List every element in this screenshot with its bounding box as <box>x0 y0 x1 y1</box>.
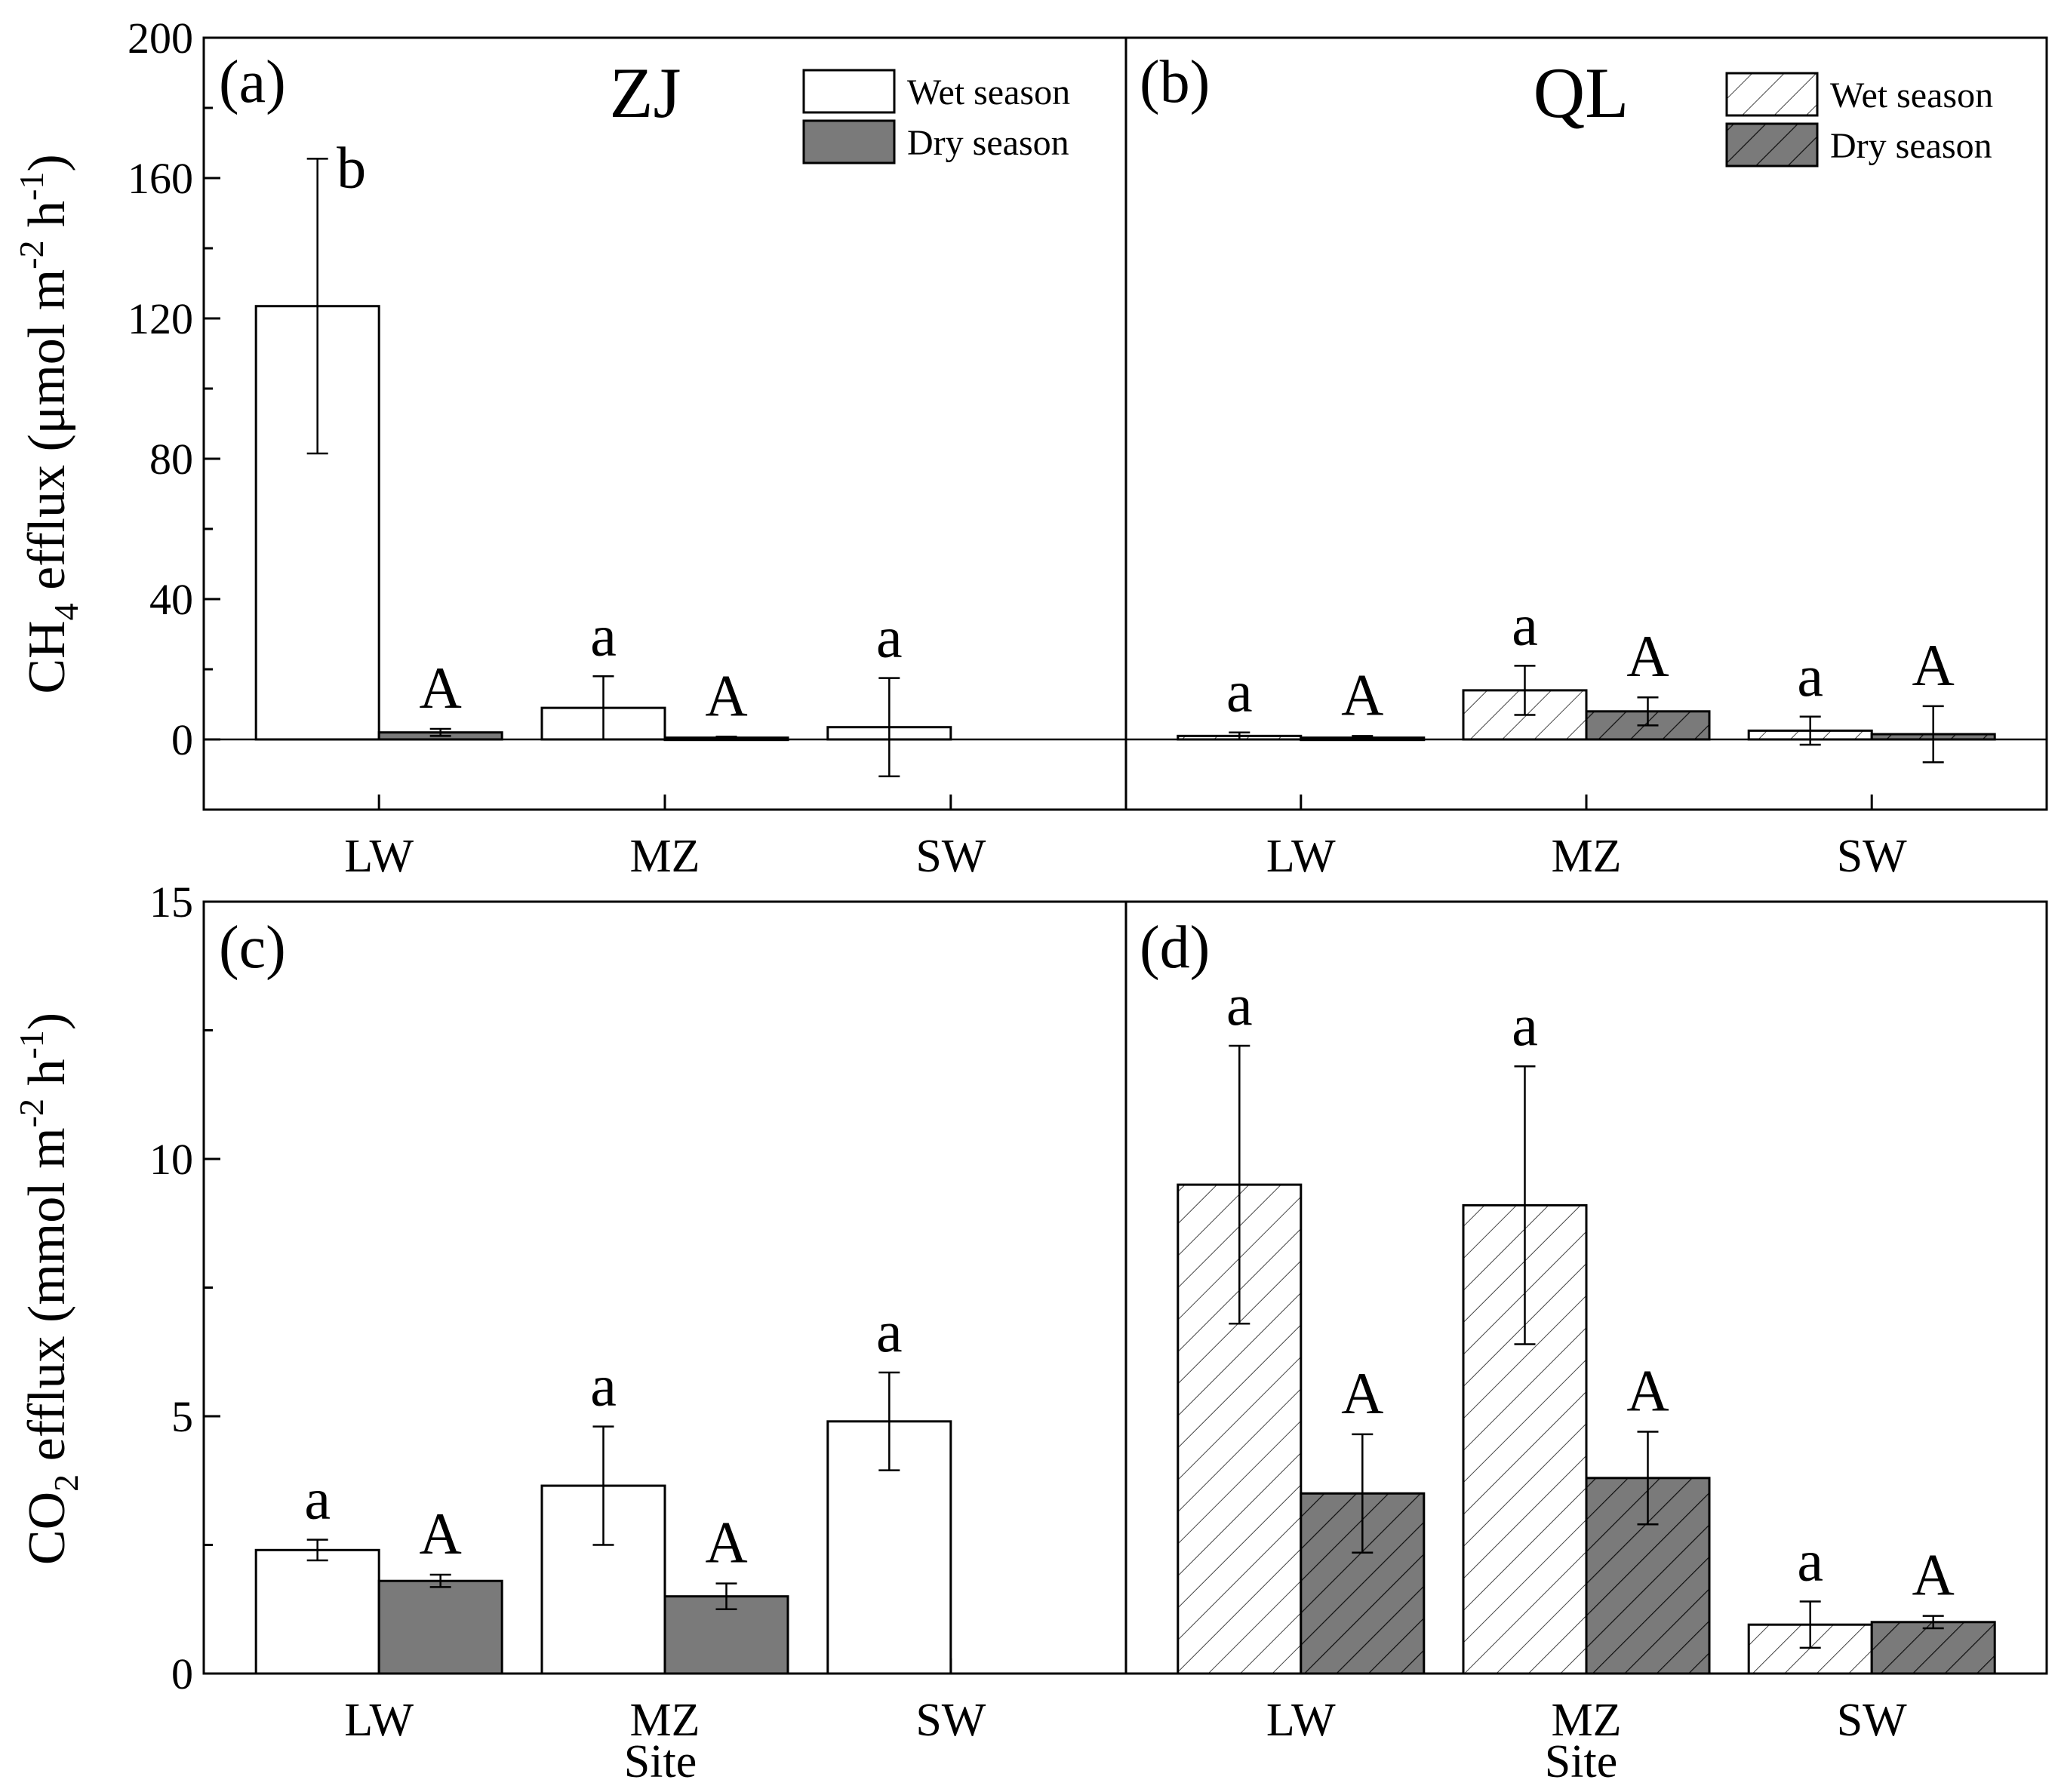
y-tick-label: 200 <box>128 14 193 63</box>
y-tick-label: 10 <box>149 1135 193 1184</box>
legend-swatch-wet <box>802 69 896 114</box>
legend-label-wet: Wet season <box>907 72 1070 112</box>
y-tick-label: 80 <box>149 435 193 484</box>
significance-letter: A <box>1912 1542 1955 1608</box>
y-tick-label: 40 <box>149 575 193 624</box>
legend: Wet season Dry season <box>802 69 1070 164</box>
bars: LW a A MZ a A SW a A <box>1177 972 1996 1746</box>
significance-letter: a <box>304 1466 331 1532</box>
significance-letter: b <box>337 134 366 200</box>
panel-a: 0 40 80 120 160 200 LW b A MZ a A SW a (a) ZJ Wet se… <box>12 14 1127 882</box>
bar-dry-season <box>1870 1621 1996 1675</box>
x-tick-label: LW <box>1266 831 1336 882</box>
legend-swatch-dry <box>802 119 896 164</box>
x-tick-label: MZ <box>1552 831 1622 882</box>
x-tick-label: SW <box>1837 1695 1907 1746</box>
x-tick-label: LW <box>344 1695 414 1746</box>
bar-dry-season <box>377 1579 503 1675</box>
significance-letter: a <box>1797 1528 1823 1594</box>
significance-letter: a <box>876 1299 903 1364</box>
x-tick-label: MZ <box>630 1695 700 1746</box>
y-tick-label: 0 <box>171 1649 193 1698</box>
significance-letter: a <box>1226 659 1253 724</box>
panel-title: QL <box>1534 53 1629 133</box>
significance-letter: A <box>1341 1360 1383 1426</box>
panel-d: LW a A MZ a A SW a A (d) Site <box>1124 900 2048 1787</box>
significance-letter: a <box>1226 972 1253 1037</box>
significance-letter: a <box>590 1353 617 1419</box>
y-axis-label: CO2 efflux (mmol m-2 h-1) <box>12 1013 85 1565</box>
panel-label: (a) <box>219 49 286 115</box>
significance-letter: a <box>1512 592 1538 657</box>
panel-title: ZJ <box>610 53 681 133</box>
x-axis-label: Site <box>624 1736 697 1787</box>
panel-c: 0 5 10 15 LW a A MZ a A SW a (c) Site CO2 efflux (… <box>12 878 1127 1787</box>
x-tick-label: MZ <box>630 831 700 882</box>
y-axis-label: CH4 efflux (μmol m-2 h-1) <box>12 154 85 693</box>
x-tick-label: MZ <box>1552 1695 1622 1746</box>
bars: LW a A MZ a A SW a A <box>1126 592 2047 882</box>
significance-letter: A <box>705 662 747 728</box>
bars: LW a A MZ a A SW a <box>254 1299 986 1746</box>
significance-letter: A <box>1912 632 1955 698</box>
significance-letter: A <box>1341 662 1383 727</box>
panel-label: (c) <box>219 914 286 981</box>
y-ticks: 0 40 80 120 160 200 <box>128 14 220 811</box>
x-tick-label: LW <box>344 831 414 882</box>
x-tick-label: LW <box>1266 1695 1336 1746</box>
y-tick-label: 5 <box>171 1392 193 1441</box>
significance-letter: a <box>590 602 617 668</box>
y-tick-label: 120 <box>128 294 193 343</box>
y-ticks: 0 5 10 15 <box>149 878 220 1698</box>
panel-label: (d) <box>1140 914 1210 981</box>
x-tick-label: SW <box>915 1695 986 1746</box>
y-tick-label: 15 <box>149 878 193 927</box>
panel-b: LW a A MZ a A SW a A (b) QL Wet season Dry seaso… <box>1124 36 2048 882</box>
significance-letter: A <box>420 655 462 721</box>
legend-label-dry: Dry season <box>1830 126 1992 166</box>
legend-label-wet: Wet season <box>1830 75 1993 115</box>
bar-wet-season <box>254 1548 380 1675</box>
significance-letter: A <box>705 1510 747 1575</box>
x-tick-label: SW <box>1837 831 1907 882</box>
significance-letter: A <box>1626 1357 1669 1423</box>
panel-label: (b) <box>1140 49 1210 115</box>
x-axis-label: Site <box>1545 1736 1617 1787</box>
y-tick-label: 160 <box>128 154 193 203</box>
bars: LW b A MZ a A SW a <box>204 134 1126 882</box>
legend: Wet season Dry season <box>1725 72 1993 168</box>
significance-letter: A <box>1626 623 1669 689</box>
significance-letter: a <box>1797 643 1823 709</box>
significance-letter: A <box>420 1501 462 1566</box>
legend-swatch-dry <box>1725 122 1819 168</box>
legend-label-dry: Dry season <box>907 123 1069 163</box>
legend-swatch-wet <box>1725 72 1819 117</box>
significance-letter: a <box>876 604 903 670</box>
significance-letter: a <box>1512 992 1538 1058</box>
y-tick-label: 0 <box>171 715 193 764</box>
x-tick-label: SW <box>915 831 986 882</box>
